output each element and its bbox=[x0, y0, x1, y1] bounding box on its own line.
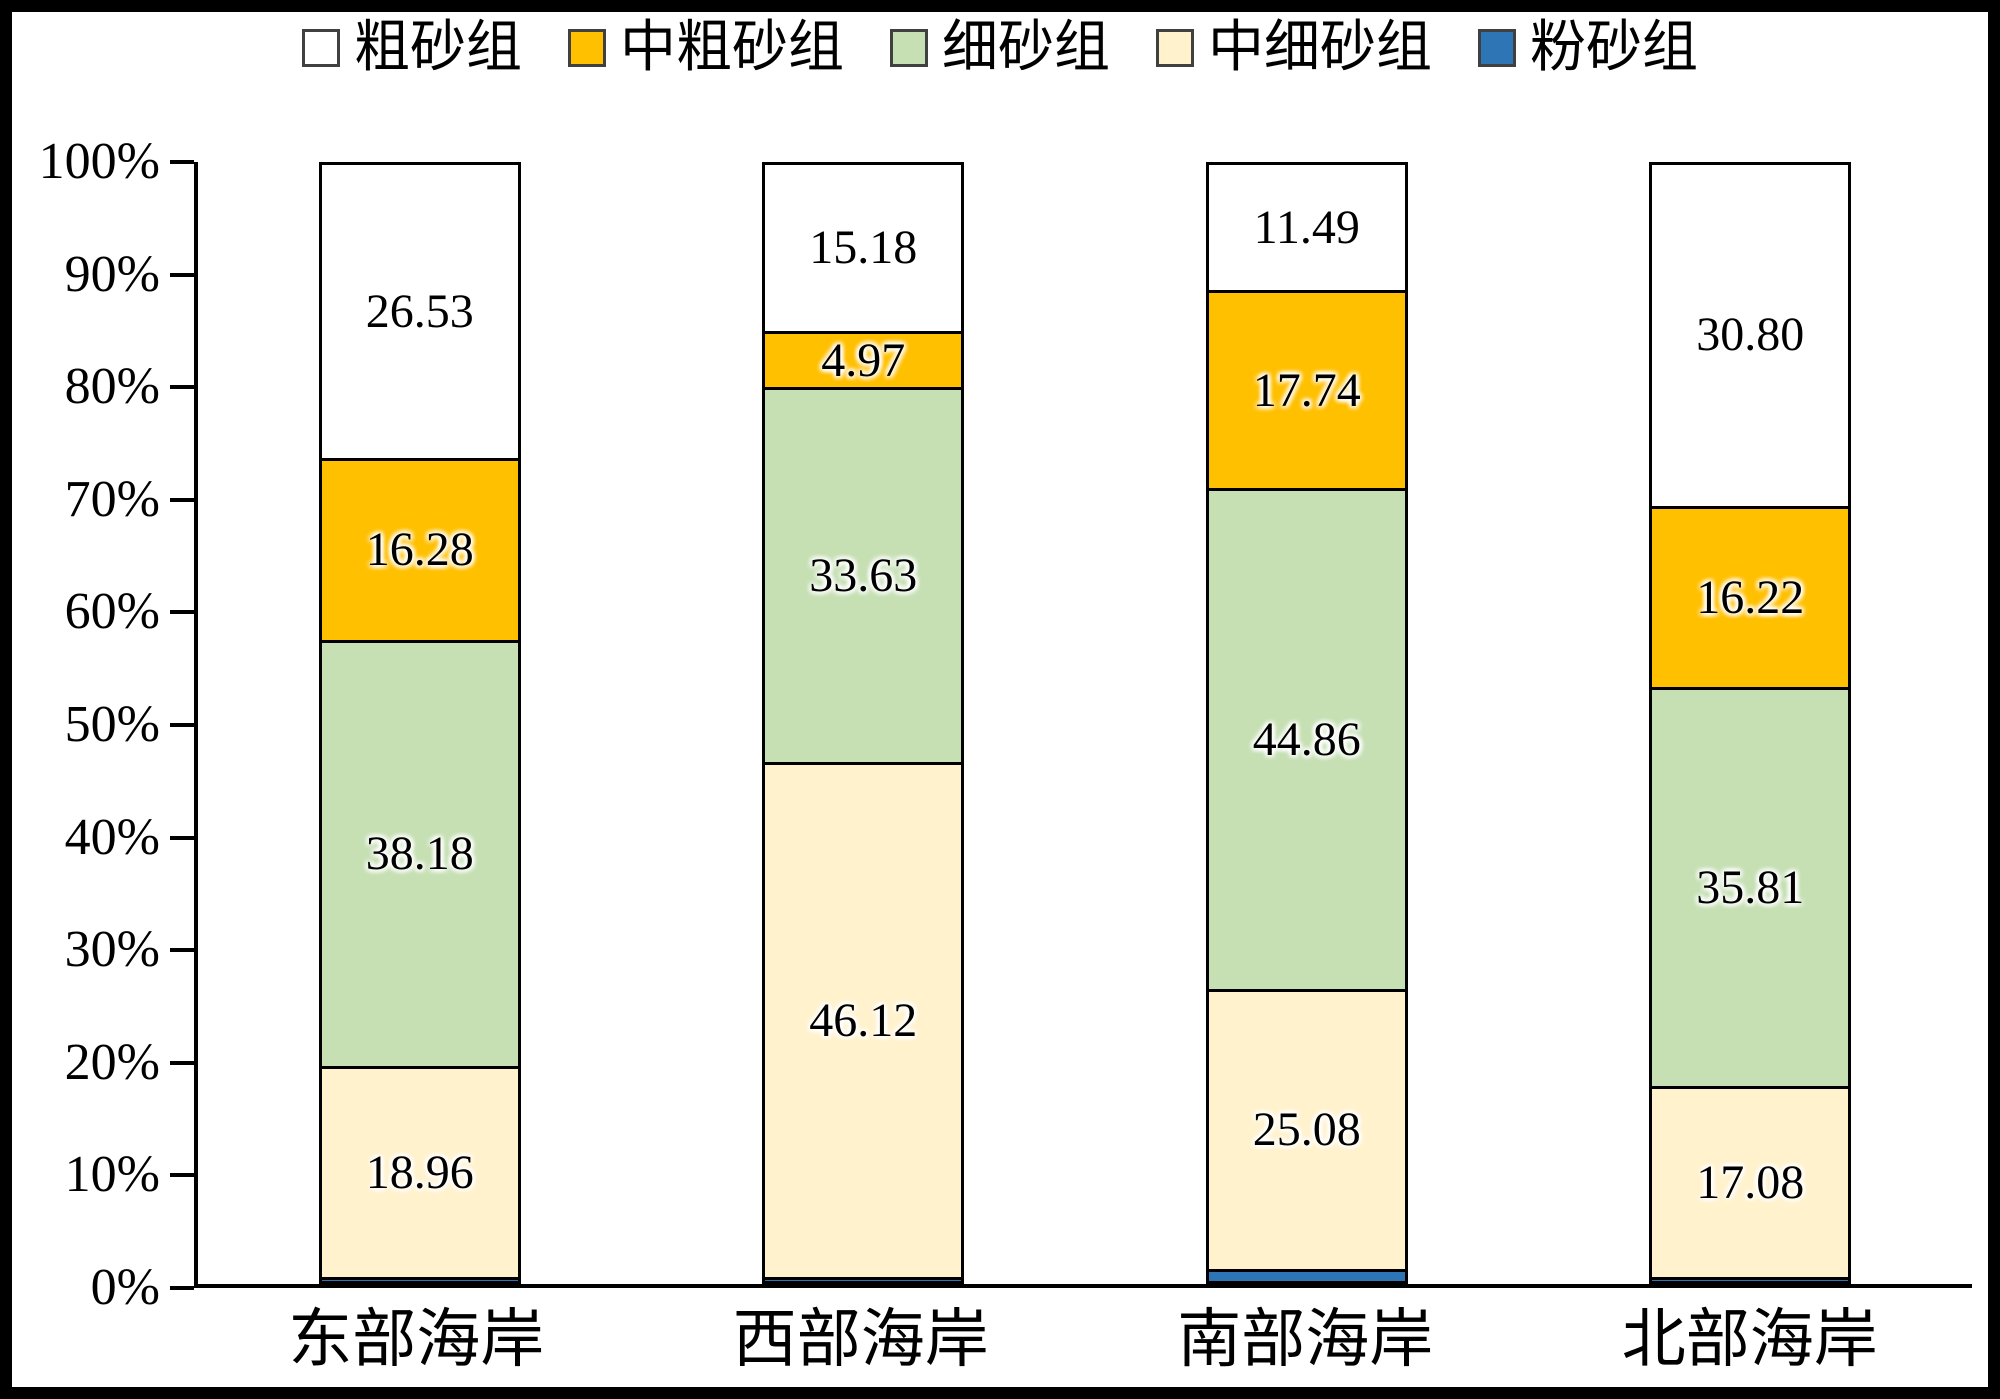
bar-segment bbox=[1208, 1271, 1405, 1281]
bar-segment bbox=[1652, 1280, 1849, 1281]
bar-segment: 15.18 bbox=[765, 165, 962, 335]
stacked-bar: 46.12 33.63 4.97 15.18 bbox=[762, 162, 965, 1284]
x-axis-labels: 东部海岸 西部海岸 南部海岸 北部海岸 bbox=[194, 1308, 1972, 1372]
bar-value-label: 17.74 bbox=[1252, 363, 1361, 417]
bar-value-label: 15.18 bbox=[809, 221, 918, 275]
legend-item: 粉砂组 bbox=[1478, 20, 1698, 76]
bar-segment: 18.96 bbox=[321, 1068, 518, 1281]
y-tick-mark bbox=[170, 385, 194, 390]
y-tick-label: 100% bbox=[38, 133, 160, 190]
bar-segment: 11.49 bbox=[1208, 165, 1405, 294]
legend-label: 细砂组 bbox=[942, 17, 1110, 79]
bar-value-label: 11.49 bbox=[1253, 200, 1360, 254]
legend-item: 粗砂组 bbox=[302, 20, 522, 76]
bar-value-label: 16.22 bbox=[1696, 570, 1805, 624]
bar-segment: 44.86 bbox=[1208, 491, 1405, 992]
bar-value-label: 26.53 bbox=[365, 284, 474, 338]
legend-item: 中粗砂组 bbox=[568, 20, 844, 76]
y-tick-label: 80% bbox=[64, 358, 160, 416]
y-tick-label: 40% bbox=[64, 808, 160, 866]
y-tick-label: 20% bbox=[64, 1033, 160, 1091]
y-tick-mark bbox=[170, 160, 194, 164]
y-axis: 0% 10% 20% 30% 40% 50% 60% 70% 80% 90% 100% bbox=[12, 136, 194, 1314]
legend-label: 粗砂组 bbox=[354, 17, 522, 79]
y-tick-mark bbox=[170, 272, 194, 277]
y-tick-label: 10% bbox=[64, 1146, 160, 1204]
bar-slot: 25.08 44.86 17.74 11.49 bbox=[1085, 162, 1529, 1284]
bar-segment: 35.81 bbox=[1652, 689, 1849, 1090]
bar-value-label: 46.12 bbox=[809, 994, 918, 1048]
legend-item: 中细砂组 bbox=[1156, 20, 1432, 76]
bar-value-label: 18.96 bbox=[365, 1146, 474, 1200]
bar-segment: 16.22 bbox=[1652, 508, 1849, 690]
y-tick-mark bbox=[170, 835, 194, 840]
y-tick-mark bbox=[170, 1286, 194, 1290]
plot-area: 18.96 38.18 16.28 26.53 46.12 33.63 4.97 15.18 2… bbox=[194, 162, 1972, 1288]
x-axis-label: 西部海岸 bbox=[732, 1304, 989, 1375]
bar-value-label: 38.18 bbox=[365, 827, 474, 881]
bar-slot: 17.08 35.81 16.22 30.80 bbox=[1529, 162, 1973, 1284]
y-tick-label: 90% bbox=[64, 245, 160, 303]
x-axis-label: 南部海岸 bbox=[1177, 1304, 1434, 1375]
bar-segment: 17.74 bbox=[1208, 293, 1405, 492]
stacked-bar: 17.08 35.81 16.22 30.80 bbox=[1649, 162, 1852, 1284]
bar-segment: 25.08 bbox=[1208, 991, 1405, 1272]
y-tick-mark bbox=[170, 1173, 194, 1178]
y-tick-label: 70% bbox=[64, 470, 160, 528]
bar-segment: 16.28 bbox=[321, 461, 518, 643]
legend-label: 中细砂组 bbox=[1208, 17, 1432, 79]
bar-value-label: 25.08 bbox=[1252, 1103, 1361, 1157]
y-tick-label: 60% bbox=[64, 583, 160, 641]
bar-value-label: 16.28 bbox=[365, 523, 474, 577]
bar-segment: 46.12 bbox=[765, 765, 962, 1280]
bar-segment: 30.80 bbox=[1652, 165, 1849, 509]
bar-segment bbox=[321, 1280, 518, 1281]
bar-segment: 33.63 bbox=[765, 389, 962, 766]
bar-segment: 26.53 bbox=[321, 165, 518, 462]
bar-segment: 38.18 bbox=[321, 642, 518, 1069]
bar-value-label: 33.63 bbox=[809, 549, 918, 603]
y-tick-label: 30% bbox=[64, 921, 160, 979]
bar-value-label: 17.08 bbox=[1696, 1156, 1805, 1210]
legend-label: 粉砂组 bbox=[1530, 17, 1698, 79]
bar-value-label: 35.81 bbox=[1696, 861, 1805, 915]
legend-label: 中粗砂组 bbox=[620, 17, 844, 79]
bar-segment: 17.08 bbox=[1652, 1089, 1849, 1280]
y-tick-label: 50% bbox=[64, 696, 160, 753]
bar-slot: 46.12 33.63 4.97 15.18 bbox=[642, 162, 1086, 1284]
bar-value-label: 4.97 bbox=[821, 333, 906, 387]
y-tick-mark bbox=[170, 497, 194, 502]
bar-slot: 18.96 38.18 16.28 26.53 bbox=[198, 162, 642, 1284]
bar-segment: 4.97 bbox=[765, 333, 962, 390]
stacked-bar: 25.08 44.86 17.74 11.49 bbox=[1205, 162, 1408, 1284]
legend-swatch bbox=[890, 29, 928, 67]
stacked-bar: 18.96 38.18 16.28 26.53 bbox=[318, 162, 521, 1284]
legend-swatch bbox=[568, 29, 606, 67]
bar-value-label: 44.86 bbox=[1252, 713, 1361, 767]
plot-slots: 18.96 38.18 16.28 26.53 46.12 33.63 4.97 15.18 2… bbox=[198, 162, 1972, 1284]
y-tick-mark bbox=[170, 948, 194, 953]
legend-swatch bbox=[1478, 29, 1516, 67]
bar-segment bbox=[765, 1279, 962, 1281]
y-tick-label: 0% bbox=[90, 1259, 160, 1316]
legend-item: 细砂组 bbox=[890, 20, 1110, 76]
bar-value-label: 30.80 bbox=[1696, 308, 1805, 362]
y-tick-mark bbox=[170, 610, 194, 615]
legend-swatch bbox=[1156, 29, 1194, 67]
y-tick-mark bbox=[170, 723, 194, 727]
x-axis-label: 东部海岸 bbox=[288, 1304, 545, 1375]
x-axis-label: 北部海岸 bbox=[1621, 1304, 1878, 1375]
legend: 粗砂组 中粗砂组 细砂组 中细砂组 粉砂组 bbox=[12, 20, 1988, 76]
legend-swatch bbox=[302, 29, 340, 67]
y-tick-mark bbox=[170, 1060, 194, 1065]
